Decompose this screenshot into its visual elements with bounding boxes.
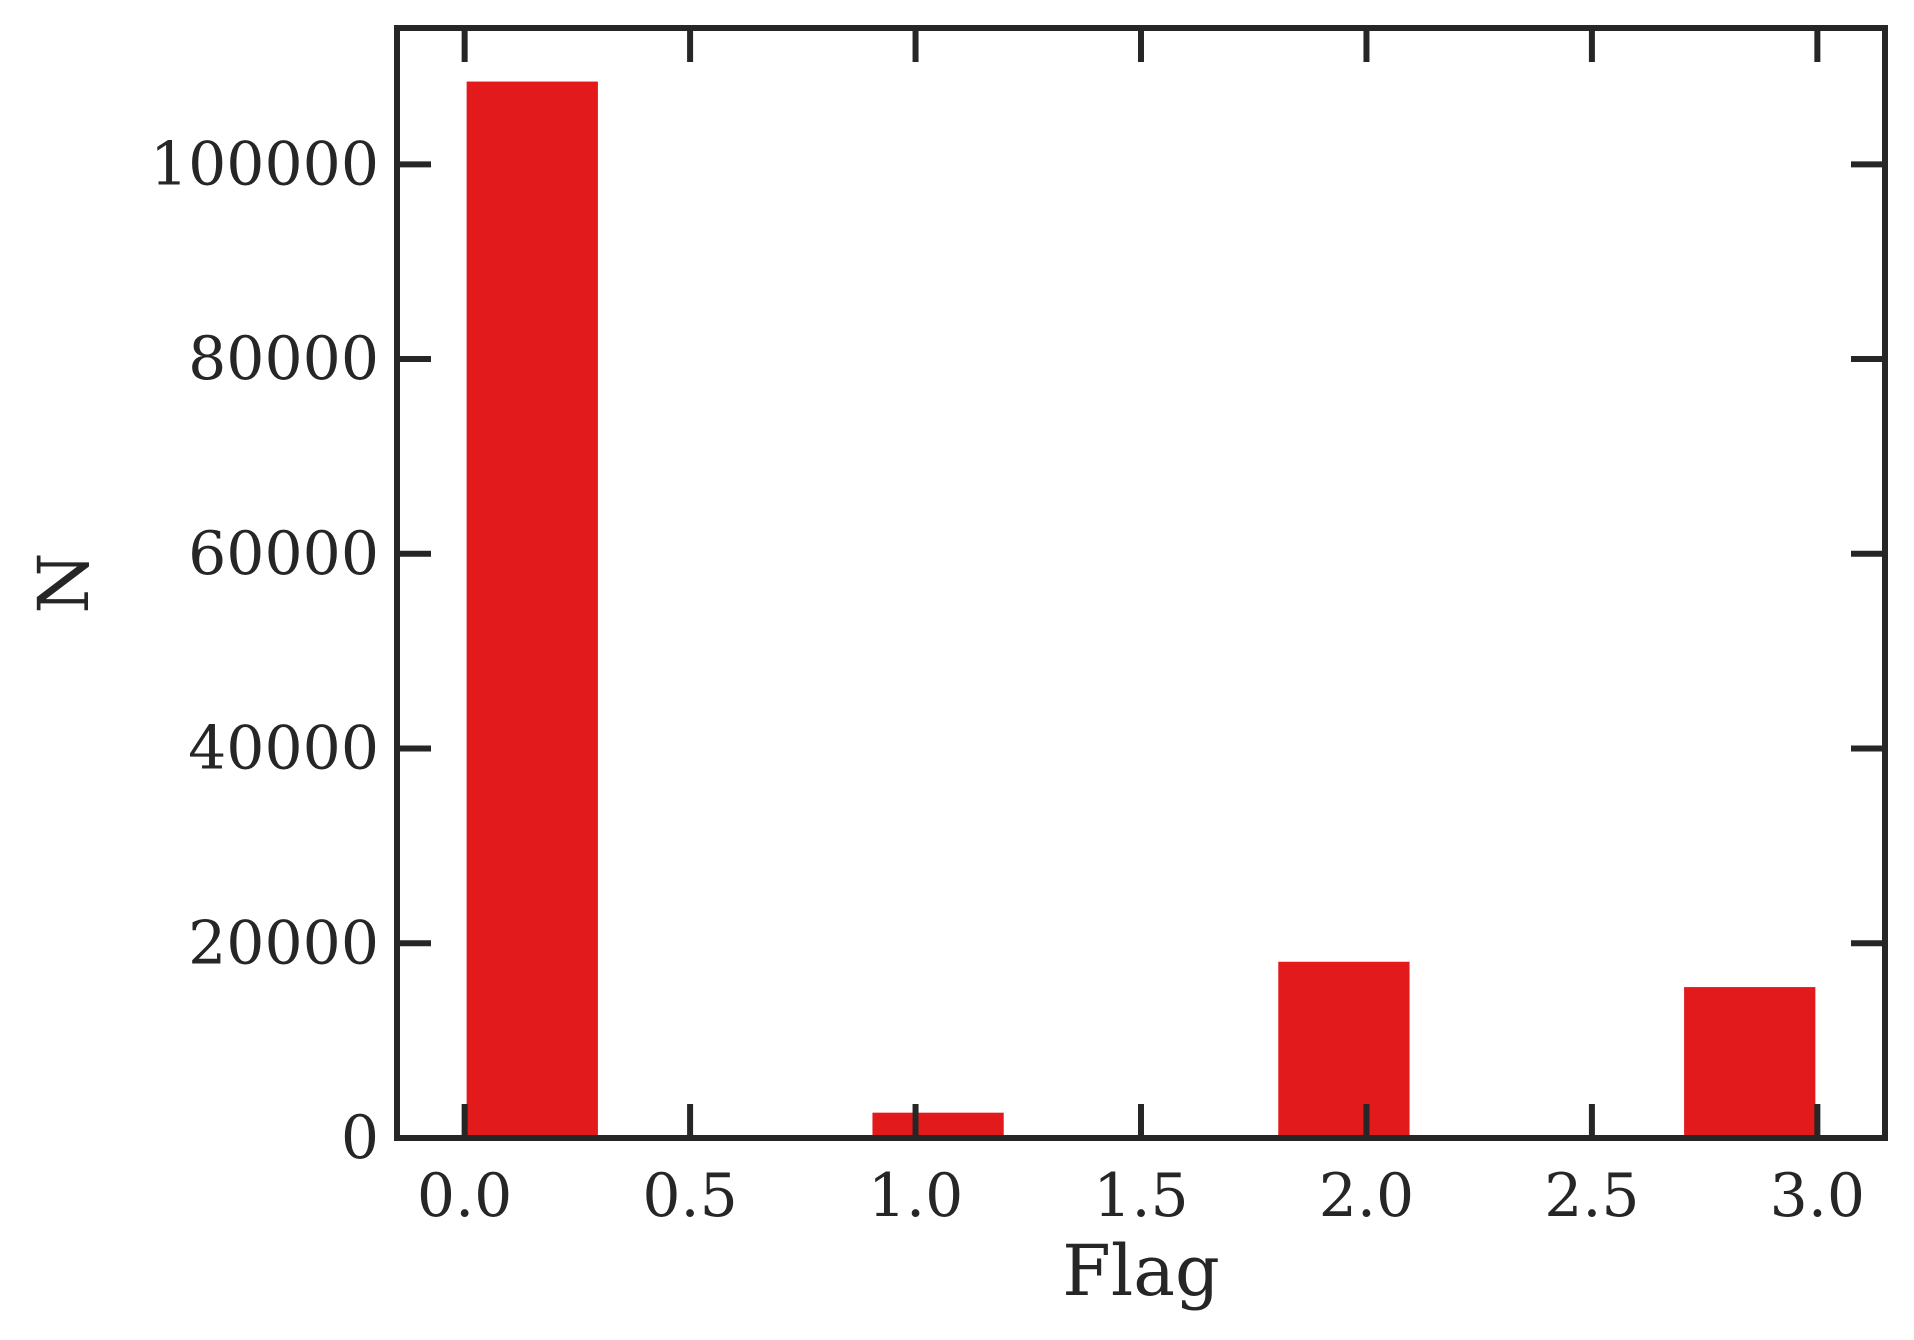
x-axis-label: Flag	[1062, 1230, 1220, 1312]
bar-9	[1684, 987, 1816, 1138]
bars-group	[466, 81, 1816, 1139]
plot-frame	[394, 25, 1888, 1141]
x-tick-label-3: 1.5	[1093, 1161, 1188, 1231]
x-tick-label-6: 3.0	[1770, 1161, 1865, 1231]
bar-0	[466, 81, 598, 1139]
y-tick-label-3: 60000	[188, 519, 379, 589]
y-tick-labels: 0 20000 40000 60000 80000 100000	[150, 129, 379, 1173]
y-tick-label-5: 100000	[150, 129, 379, 199]
y-tick-label-2: 40000	[188, 714, 379, 784]
bar-6	[1278, 961, 1410, 1138]
x-tick-label-5: 2.5	[1544, 1161, 1639, 1231]
x-tick-label-1: 0.5	[642, 1161, 737, 1231]
y-tick-label-0: 0	[341, 1103, 379, 1173]
ticks-group	[397, 28, 1885, 1141]
y-tick-label-1: 20000	[188, 908, 379, 978]
bar-3	[872, 1112, 1004, 1138]
y-axis-label: N	[23, 552, 105, 613]
x-tick-labels: 0.0 0.5 1.0 1.5 2.0 2.5 3.0	[417, 1161, 1865, 1231]
x-tick-label-2: 1.0	[868, 1161, 963, 1231]
y-tick-label-4: 80000	[188, 324, 379, 394]
x-tick-label-0: 0.0	[417, 1161, 512, 1231]
x-tick-label-4: 2.0	[1319, 1161, 1414, 1231]
